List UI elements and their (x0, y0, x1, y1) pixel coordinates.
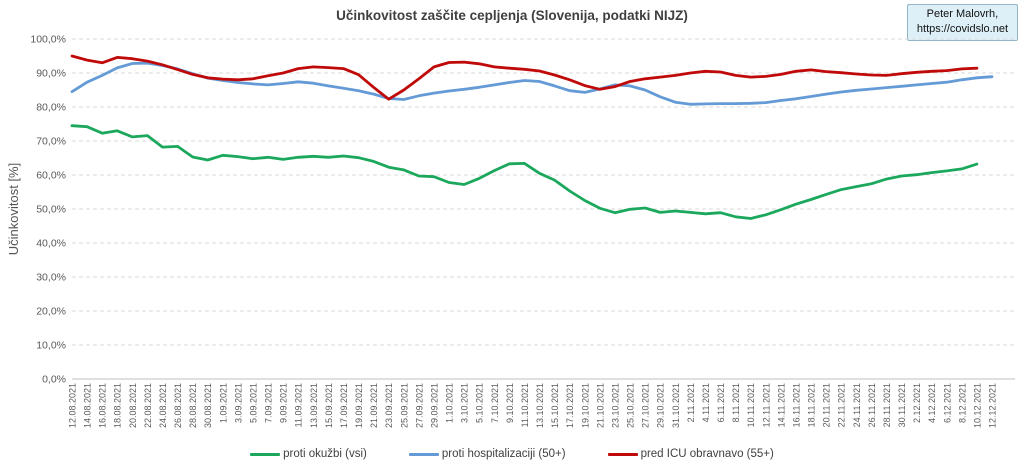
legend-label: pred ICU obravnavo (55+) (640, 448, 774, 460)
x-tick-label: 30.08.2021 (203, 383, 213, 428)
x-tick-label: 14.08.2021 (83, 383, 93, 428)
legend-label: proti hospitalizaciji (50+) (441, 448, 566, 460)
chart-legend: proti okužbi (vsi) proti hospitalizaciji … (0, 448, 1024, 460)
x-tick-label: 19.09.2021 (354, 383, 364, 428)
x-tick-label: 24.11.2021 (852, 383, 862, 427)
x-tick-label: 15.09.2021 (324, 383, 334, 428)
x-tick-label: 14.11.2021 (776, 383, 786, 427)
x-tick-label: 9.09.2021 (279, 383, 289, 423)
x-tick-label: 22.11.2021 (837, 383, 847, 427)
y-tick-label: 30,0% (36, 272, 66, 284)
x-tick-label: 23.09.2021 (384, 383, 394, 428)
author-credit-box: Peter Malovrh, https://covidslo.net (906, 4, 1018, 41)
x-tick-label: 30.11.2021 (897, 383, 907, 427)
x-tick-label: 20.11.2021 (822, 383, 832, 427)
y-tick-label: 50,0% (36, 204, 66, 216)
x-tick-label: 29.10.2021 (656, 383, 666, 428)
x-tick-label: 25.09.2021 (399, 383, 409, 428)
x-tick-label: 20.08.2021 (128, 383, 138, 428)
chart-title: Učinkovitost zaščite cepljenja (Slovenij… (336, 8, 688, 23)
x-tick-label: 5.09.2021 (248, 383, 258, 423)
x-tick-label: 2.11.2021 (686, 383, 696, 422)
series-line-pred-icu-obravnavo-55 (70, 54, 979, 101)
x-tick-label: 15.10.2021 (550, 383, 560, 428)
x-tick-label: 16.11.2021 (791, 383, 801, 427)
x-tick-label: 21.09.2021 (369, 383, 379, 428)
x-tick-label: 13.10.2021 (535, 383, 545, 428)
x-tick-label: 26.08.2021 (173, 383, 183, 428)
x-tick-label: 11.10.2021 (520, 383, 530, 427)
x-tick-label: 29.09.2021 (429, 383, 439, 428)
y-tick-label: 60,0% (36, 170, 66, 182)
x-tick-label: 10.12.2021 (972, 383, 982, 428)
y-tick-label: 100,0% (30, 34, 66, 46)
y-tick-label: 10,0% (36, 340, 66, 352)
x-tick-label: 9.10.2021 (505, 383, 515, 423)
y-tick-label: 40,0% (36, 238, 66, 250)
x-tick-label: 1.10.2021 (445, 383, 455, 423)
y-tick-label: 0,0% (42, 374, 66, 386)
x-tick-label: 21.10.2021 (595, 383, 605, 428)
x-tick-label: 4.12.2021 (927, 383, 937, 423)
y-tick-label: 80,0% (36, 102, 66, 114)
x-tick-label: 18.11.2021 (807, 383, 817, 427)
x-tick-label: 18.08.2021 (113, 383, 123, 428)
x-tick-label: 12.12.2021 (988, 383, 998, 428)
author-url: https://covidslo.net (916, 23, 1008, 36)
x-tick-label: 10.11.2021 (746, 383, 756, 427)
x-tick-label: 6.11.2021 (716, 383, 726, 422)
y-tick-label: 20,0% (36, 306, 66, 318)
x-tick-label: 26.11.2021 (867, 383, 877, 427)
x-tick-label: 24.08.2021 (158, 383, 168, 428)
x-tick-label: 11.09.2021 (294, 383, 304, 427)
legend-item: proti hospitalizaciji (50+) (408, 448, 566, 460)
legend-item: pred ICU obravnavo (55+) (607, 448, 774, 460)
x-tick-label: 1.09.2021 (218, 383, 228, 423)
x-tick-label: 17.09.2021 (339, 383, 349, 428)
y-tick-label: 90,0% (36, 68, 66, 80)
x-tick-label: 17.10.2021 (565, 383, 575, 428)
series-line-proti-hospitalizaciji-50 (70, 61, 994, 106)
x-tick-label: 3.10.2021 (460, 383, 470, 423)
x-tick-label: 7.10.2021 (490, 383, 500, 423)
x-tick-label: 12.11.2021 (761, 383, 771, 427)
x-tick-label: 3.09.2021 (233, 383, 243, 423)
x-tick-label: 6.12.2021 (942, 383, 952, 423)
x-tick-label: 4.11.2021 (701, 383, 711, 422)
x-tick-label: 7.09.2021 (264, 383, 274, 423)
x-tick-label: 27.10.2021 (641, 383, 651, 428)
legend-label: proti okužbi (vsi) (283, 448, 367, 460)
legend-line-swatch (250, 452, 281, 456)
legend-line-swatch (408, 452, 439, 456)
x-tick-label: 25.10.2021 (626, 383, 636, 428)
x-tick-label: 2.12.2021 (912, 383, 922, 423)
y-tick-label: 70,0% (36, 136, 66, 148)
x-tick-label: 5.10.2021 (475, 383, 485, 423)
x-tick-label: 23.10.2021 (610, 383, 620, 428)
x-tick-label: 28.08.2021 (188, 383, 198, 428)
legend-line-swatch (607, 452, 638, 456)
legend-item: proti okužbi (vsi) (250, 448, 367, 460)
x-tick-label: 28.11.2021 (882, 383, 892, 427)
series-line-proti-oku-bi-vsi (70, 124, 979, 220)
x-tick-label: 8.11.2021 (731, 383, 741, 422)
x-tick-label: 22.08.2021 (143, 383, 153, 428)
author-name: Peter Malovrh, (926, 8, 999, 20)
x-tick-label: 31.10.2021 (671, 383, 681, 428)
x-tick-label: 27.09.2021 (414, 383, 424, 428)
x-tick-label: 13.09.2021 (309, 383, 319, 428)
x-tick-label: 19.10.2021 (580, 383, 590, 428)
x-tick-label: 16.08.2021 (98, 383, 108, 428)
x-tick-label: 12.08.2021 (68, 383, 78, 428)
x-tick-label: 8.12.2021 (957, 383, 967, 423)
